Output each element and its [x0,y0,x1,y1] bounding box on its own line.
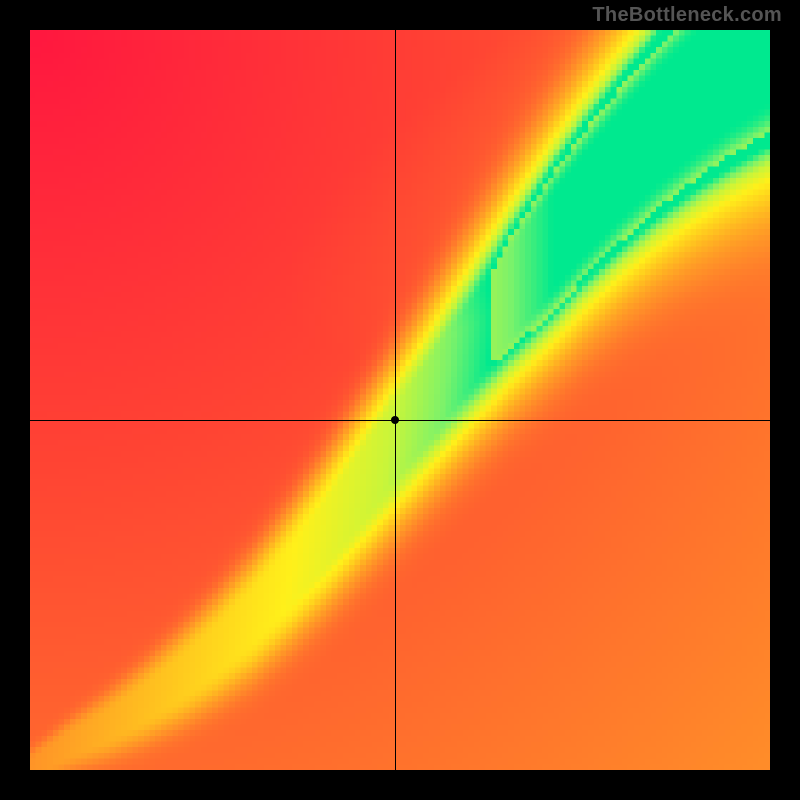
watermark-text: TheBottleneck.com [592,4,782,27]
chart-container: TheBottleneck.com [0,0,800,800]
heatmap-canvas [30,30,770,770]
heatmap-plot-area [30,30,770,770]
